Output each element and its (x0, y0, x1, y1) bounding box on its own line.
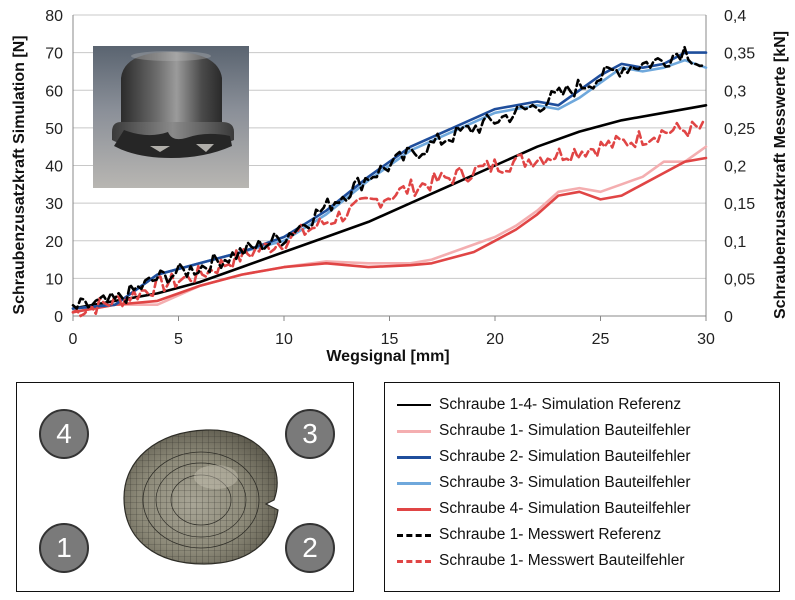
legend-label: Schraube 3- Simulation Bauteilfehler (439, 474, 691, 491)
legend: Schraube 1-4- Simulation Referenz Schrau… (384, 382, 780, 592)
y-right-tick-label: 0,25 (724, 121, 755, 138)
mesh-panel: 4 3 1 2 (16, 382, 354, 592)
y-right-tick-label: 0,4 (724, 8, 746, 25)
series-line-6 (71, 119, 705, 318)
legend-swatch-schraube-2 (397, 455, 431, 459)
legend-label: Schraube 1- Simulation Bauteilfehler (439, 422, 691, 439)
x-tick-label: 25 (592, 331, 610, 348)
legend-item: Schraube 1- Messwert Referenz (385, 522, 661, 548)
photo-inset (93, 46, 249, 188)
y-left-tick-label: 50 (45, 121, 63, 138)
legend-item: Schraube 4- Simulation Bauteilfehler (385, 496, 691, 522)
legend-label: Schraube 2- Simulation Bauteilfehler (439, 448, 691, 465)
y-right-tick-label: 0,1 (724, 234, 746, 251)
legend-label: Schraube 1- Messwert Referenz (439, 526, 662, 543)
y-left-tick-label: 60 (45, 83, 63, 100)
legend-item: Schraube 1- Simulation Bauteilfehler (385, 418, 691, 444)
x-axis-title: Wegsignal [mm] (326, 348, 449, 365)
y-right-tick-label: 0,2 (724, 159, 746, 176)
y-axis-left-title: Schraubenzusatzkraft Simulation [N] (11, 35, 28, 314)
badge-screw-4: 4 (39, 409, 89, 459)
y-right-tick-label: 0,3 (724, 83, 746, 100)
legend-swatch-referenz (397, 404, 431, 406)
y-right-tick-label: 0,05 (724, 271, 755, 288)
y-left-tick-label: 40 (45, 159, 63, 176)
y-left-tick-label: 20 (45, 234, 63, 251)
series-line-5 (71, 45, 705, 310)
legend-label: Schraube 4- Simulation Bauteilfehler (439, 500, 691, 517)
y-axis-right-title: Schraubenzusatzkraft Messwerte [kN] (772, 31, 789, 319)
x-tick-label: 10 (275, 331, 293, 348)
legend-item: Schraube 1-4- Simulation Referenz (385, 392, 681, 418)
badge-screw-3: 3 (285, 409, 335, 459)
y-left-tick-label: 30 (45, 196, 63, 213)
y-right-tick-label: 0 (724, 309, 733, 326)
series-layer (71, 45, 708, 318)
legend-item: Schraube 1- Messwert Bauteilfehler (385, 548, 685, 574)
legend-label: Schraube 1-4- Simulation Referenz (439, 396, 682, 413)
series-line-0 (71, 104, 708, 310)
x-tick-label: 5 (174, 331, 183, 348)
y-right-tick-label: 0,15 (724, 196, 755, 213)
badge-screw-1: 1 (39, 523, 89, 573)
y-left-tick-label: 10 (45, 271, 63, 288)
legend-swatch-messwert-referenz (397, 533, 431, 537)
x-tick-label: 20 (486, 331, 504, 348)
legend-item: Schraube 2- Simulation Bauteilfehler (385, 444, 691, 470)
y-right-tick-label: 0,35 (724, 46, 755, 63)
legend-swatch-schraube-1 (397, 429, 431, 433)
x-tick-label: 30 (697, 331, 715, 348)
y-left-tick-label: 0 (54, 309, 63, 326)
x-tick-label: 15 (381, 331, 399, 348)
x-tick-label: 0 (69, 331, 78, 348)
legend-item: Schraube 3- Simulation Bauteilfehler (385, 470, 691, 496)
y-left-tick-label: 70 (45, 46, 63, 63)
fe-mesh-icon (122, 428, 279, 565)
badge-screw-2: 2 (285, 523, 335, 573)
legend-swatch-schraube-4 (397, 507, 431, 511)
series-line-4 (71, 156, 708, 314)
legend-label: Schraube 1- Messwert Bauteilfehler (439, 552, 685, 569)
legend-swatch-schraube-3 (397, 481, 431, 485)
y-left-tick-label: 80 (45, 8, 63, 25)
legend-swatch-messwert-bauteilfehler (397, 559, 431, 563)
